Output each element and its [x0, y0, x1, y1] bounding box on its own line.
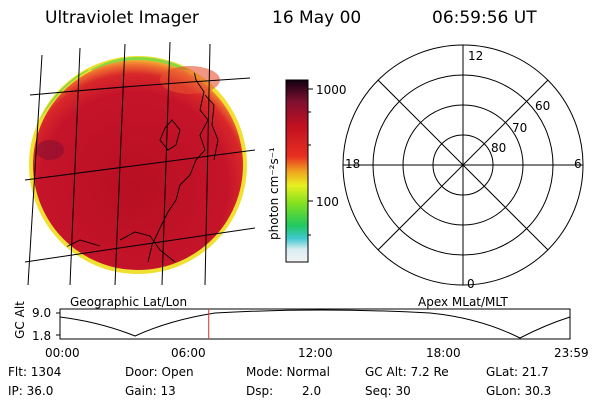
polar-lat-70: 70 [512, 121, 528, 135]
colorbar-unit-label: photon cm⁻²s⁻¹ [267, 147, 281, 240]
sequence-number: Seq: 30 [365, 384, 411, 398]
map-grid [25, 41, 255, 285]
dsp-label: Dsp: [246, 384, 274, 398]
app-title: Ultraviolet Imager [45, 8, 199, 28]
gc-altitude: GC Alt: 7.2 Re [365, 365, 449, 379]
timeline-plot [56, 308, 571, 340]
polar-mlt-12: 12 [468, 49, 484, 63]
gain-value: Gain: 13 [125, 384, 176, 398]
polar-lat-80: 80 [491, 141, 507, 155]
timeline-x-tick: 23:59 [554, 346, 589, 360]
timeline-x-tick: 00:00 [45, 346, 80, 360]
dsp-value: 2.0 [302, 384, 322, 398]
uv-image [29, 56, 247, 274]
time-label: 06:59:56 UT [432, 8, 537, 28]
polar-plot [342, 44, 584, 286]
polar-mlt-0: 0 [467, 277, 475, 291]
door-status: Door: Open [125, 365, 194, 379]
polar-mlt-6: 6 [574, 157, 582, 171]
mode-status: Mode: Normal [246, 365, 330, 379]
timeline-y-bottom: 1.8 [32, 329, 52, 343]
timeline-x-tick: 12:00 [298, 346, 333, 360]
colorbar [285, 79, 313, 263]
polar-lat-60: 60 [535, 99, 551, 113]
timeline-right-title: Apex MLat/MLT [418, 295, 508, 309]
timeline-left-title: Geographic Lat/Lon [70, 295, 188, 309]
colorbar-tick-1000: 1000 [316, 83, 347, 97]
timeline-x-tick: 06:00 [171, 346, 206, 360]
timeline-axis-label: GC Alt [13, 301, 27, 339]
colorbar-tick-100: 100 [316, 195, 339, 209]
ip-value: IP: 36.0 [8, 384, 54, 398]
timeline-y-top: 9.0 [32, 306, 52, 320]
timeline-x-tick: 18:00 [426, 346, 461, 360]
geo-longitude: GLon: 30.3 [486, 384, 552, 398]
date-label: 16 May 00 [272, 8, 362, 28]
geo-latitude: GLat: 21.7 [486, 365, 549, 379]
polar-mlt-18: 18 [345, 157, 361, 171]
flight-number: Flt: 1304 [8, 365, 62, 379]
